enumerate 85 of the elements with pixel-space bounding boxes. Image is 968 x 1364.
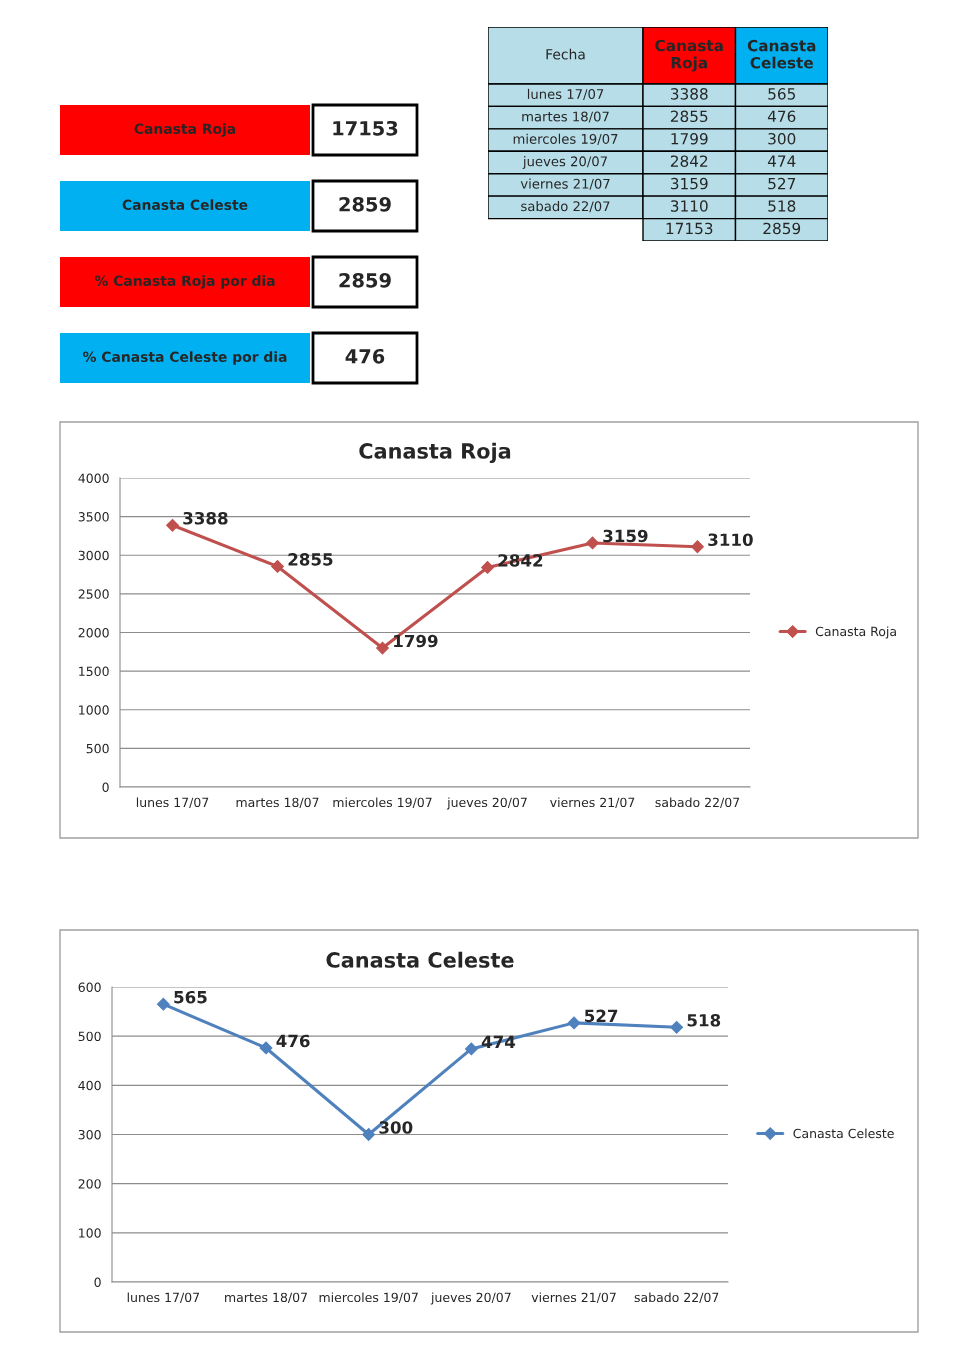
category-label: % Canasta Roja por dia (94, 275, 275, 289)
y-tick-label: 0 (94, 1277, 101, 1287)
x-tick-label: martes 18/07 (236, 797, 319, 809)
point (156, 997, 170, 1011)
data-label: 3159 (603, 529, 648, 543)
data-label: 2859 (339, 196, 391, 212)
point (271, 560, 284, 573)
point (670, 1020, 684, 1034)
category-label: jueves 20/07 (522, 156, 607, 169)
category-label: lunes 17/07 (527, 88, 604, 101)
data-label: 565 (174, 990, 207, 1004)
data-label: 3388 (183, 511, 228, 525)
x-tick-label: miercoles 19/07 (319, 1292, 418, 1304)
y-tick-label: 500 (78, 1031, 101, 1042)
category-label: sabado 22/07 (521, 200, 610, 213)
data-label: 2855 (670, 110, 708, 123)
data-label: 3110 (670, 200, 708, 212)
data-label: 2855 (288, 553, 333, 566)
text: 2859 (763, 222, 801, 235)
point (567, 1016, 581, 1030)
chart-title: Canasta Celeste (326, 951, 514, 968)
y-tick-label: 4000 (78, 473, 109, 483)
x-tick-label: jueves 20/07 (430, 1292, 511, 1305)
data-label: 2842 (670, 155, 708, 167)
data-label: 476 (345, 348, 385, 364)
data-label: 1799 (394, 634, 438, 648)
point (586, 536, 599, 550)
x-tick-label: miercoles 19/07 (333, 797, 432, 809)
data-label: 474 (767, 155, 796, 167)
y-tick-label: 100 (79, 1228, 101, 1238)
y-tick-label: 2000 (78, 627, 109, 638)
y-tick-label: 2500 (78, 589, 109, 599)
point (464, 1042, 478, 1056)
x-tick-label: jueves 20/07 (446, 797, 527, 810)
point (362, 1128, 376, 1141)
data-label: 3110 (708, 533, 753, 547)
y-tick-label: 500 (86, 743, 109, 754)
x-tick-label: lunes 17/07 (136, 797, 209, 809)
category-label: miercoles 19/07 (513, 133, 618, 145)
y-tick-label: 1000 (79, 705, 109, 715)
category-label: martes 18/07 (522, 111, 609, 123)
x-tick-label: lunes 17/07 (127, 1292, 200, 1304)
x-tick-label: martes 18/07 (225, 1292, 307, 1304)
series-label: Canasta Roja (655, 39, 723, 72)
x-tick-label: sabado 22/07 (634, 1292, 719, 1304)
data-label: 527 (768, 177, 796, 190)
data-label: 3388 (670, 88, 708, 100)
y-tick-label: 400 (78, 1080, 101, 1091)
data-label: 518 (687, 1013, 721, 1027)
legend-label: Canasta Roja (815, 626, 896, 639)
y-tick-label: 300 (78, 1129, 101, 1140)
x-tick-label: sabado 22/07 (655, 797, 740, 809)
y-tick-label: 200 (78, 1179, 101, 1189)
point (376, 641, 389, 655)
y-tick-label: 1500 (79, 666, 109, 677)
text: Fecha (546, 48, 585, 60)
data-label: 17153 (333, 120, 398, 136)
data-label: 476 (276, 1034, 310, 1048)
x-tick-label: viernes 21/07 (531, 1292, 616, 1304)
chart-title: Canasta Roja (359, 442, 511, 464)
data-label: 476 (767, 110, 796, 123)
data-label: 565 (768, 88, 795, 100)
category-label: viernes 21/07 (520, 178, 610, 190)
x-tick-label: viernes 21/07 (550, 797, 635, 809)
point (259, 1041, 273, 1055)
data-label: 527 (585, 1009, 618, 1023)
data-label: 300 (768, 132, 796, 145)
y-tick-label: 600 (78, 982, 101, 992)
y-tick-label: 3000 (78, 550, 109, 561)
category-label: Canasta Celeste (122, 199, 248, 211)
data-label: 300 (379, 1121, 413, 1134)
text: 17153 (666, 222, 713, 235)
data-label: 1799 (671, 132, 708, 145)
point (691, 540, 704, 554)
point (166, 518, 179, 532)
data-label: 2859 (339, 272, 391, 288)
series-label: Canasta Celeste (747, 39, 816, 69)
point (481, 561, 494, 574)
data-label: 3159 (670, 177, 708, 190)
data-label: 518 (768, 200, 796, 212)
category-label: % Canasta Celeste por dia (83, 351, 287, 365)
legend-label: Canasta Celeste (793, 1128, 894, 1139)
y-tick-label: 0 (102, 782, 109, 792)
y-tick-label: 3500 (78, 512, 109, 522)
category-label: Canasta Roja (134, 123, 236, 137)
